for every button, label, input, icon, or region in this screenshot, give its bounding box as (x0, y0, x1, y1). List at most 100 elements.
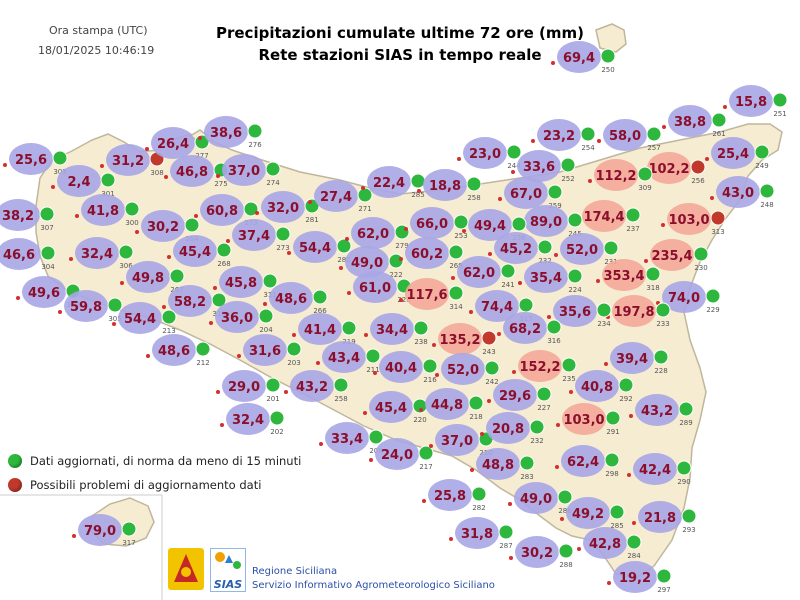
station-304[interactable]: 46,6 304 (0, 238, 56, 271)
station-305[interactable]: 59,8 305 (58, 290, 123, 323)
station-300[interactable]: 41,8 300 (75, 194, 140, 227)
station-285[interactable]: 22,4 285 (361, 166, 426, 199)
station-211[interactable]: 43,4 211 (316, 341, 381, 374)
station-219[interactable]: 41,4219 (292, 313, 357, 346)
station-317[interactable]: 79,0 317 (72, 514, 137, 547)
station-269[interactable]: 60,2 269 (399, 237, 464, 270)
station-259[interactable]: 67,0 259 (498, 177, 563, 210)
station-297[interactable]: 19,2 297 (607, 561, 672, 594)
station-287[interactable]: 31,8 287 (449, 517, 514, 550)
station-301[interactable]: 2,4 301 (51, 165, 116, 198)
station-281[interactable]: 32,0 281 (255, 191, 320, 224)
station-307[interactable]: 38,2 307 (0, 199, 55, 232)
status-ok-icon (567, 268, 583, 284)
status-ok-icon (52, 150, 68, 166)
station-261[interactable]: 38,8 261 (662, 105, 727, 138)
station-290[interactable]: 42,4 290 (627, 453, 692, 486)
station-id: 201 (266, 395, 279, 403)
station-268[interactable]: 45,4 268 (167, 235, 232, 268)
station-232[interactable]: 20,8 232 (480, 412, 545, 445)
station-217[interactable]: 24,0 217 (369, 438, 434, 471)
station-253[interactable]: 66,0 253 (404, 207, 469, 240)
station-204[interactable]: 36,0 204 (209, 301, 274, 334)
station-283[interactable]: 48,8 283 (470, 448, 535, 481)
station-276[interactable]: 38,6 276 (198, 116, 263, 149)
station-293[interactable]: 21,8 293 (632, 501, 697, 534)
station-203[interactable]: 31,6 203 (237, 334, 302, 367)
station-257[interactable]: 58,0 257 (597, 119, 662, 152)
station-id: 275 (214, 180, 227, 188)
station-286[interactable]: 49,0 286 (508, 482, 573, 515)
station-208[interactable]: 33,4208 (319, 422, 384, 455)
station-224[interactable]: 35,4 224 (518, 261, 583, 294)
station-271[interactable]: 27,4 271 (308, 180, 373, 213)
station-315[interactable]: 74,4315 (469, 290, 534, 323)
station-289[interactable]: 43,2 289 (629, 394, 694, 427)
station-location-dot (661, 223, 665, 227)
station-213[interactable]: 54,4 213 (112, 302, 177, 335)
station-241[interactable]: 62,0 241 (451, 256, 516, 289)
station-303[interactable]: 25,6 303 (3, 143, 68, 176)
sias-logo: SIAS (210, 548, 246, 592)
station-282[interactable]: 25,8 282 (422, 479, 487, 512)
station-218[interactable]: 44,8 218 (419, 388, 484, 421)
station-273[interactable]: 37,4 273 (226, 219, 291, 252)
station-277[interactable]: 26,4 277 (145, 127, 210, 160)
station-244[interactable]: 23,0 244 (457, 137, 522, 170)
station-258[interactable]: 43,2 258 (284, 370, 349, 403)
station-282[interactable]: 54,4 282 (287, 231, 352, 264)
station-279[interactable]: 62,0 279 (345, 217, 410, 250)
station-bubble (524, 261, 568, 293)
station-bubble (438, 323, 482, 355)
station-232[interactable]: 45,2 232 (488, 232, 553, 265)
station-316[interactable]: 68,2 316 (497, 312, 562, 345)
station-bubble (711, 137, 755, 169)
station-229[interactable]: 74,0 229 (656, 281, 721, 314)
station-285[interactable]: 49,2 285 (560, 497, 625, 530)
station-298[interactable]: 62,4 298 (555, 445, 620, 478)
station-274[interactable]: 37,0 274 (216, 154, 281, 187)
station-222[interactable]: 49,0 222 (339, 246, 404, 279)
station-238[interactable]: 34,4 238 (364, 313, 429, 346)
station-location-dot (51, 185, 55, 189)
station-location-dot (72, 534, 76, 538)
station-292[interactable]: 40,8 292 (569, 370, 634, 403)
station-284[interactable]: 42,8 284 (577, 527, 642, 560)
station-267[interactable]: 49,8267 (120, 261, 185, 294)
station-202[interactable]: 32,4 202 (220, 403, 285, 436)
station-242[interactable]: 52,0 242 (435, 353, 500, 386)
station-value: 30,2 (147, 220, 179, 235)
station-216[interactable]: 40,4 216 (373, 351, 438, 384)
station-258[interactable]: 18,8 258 (417, 169, 482, 202)
station-251[interactable]: 15,8 251 (723, 85, 788, 118)
station-id: 256 (691, 177, 705, 185)
station-310[interactable]: 58,2310 (162, 285, 227, 318)
station-201[interactable]: 29,0 201 (216, 370, 281, 403)
station-254[interactable]: 23,2 254 (531, 119, 596, 152)
station-220[interactable]: 45,4 220 (363, 391, 428, 424)
station-306[interactable]: 32,4 306 (69, 237, 134, 270)
station-250[interactable]: 69,4 250 (551, 41, 616, 74)
station-228[interactable]: 39,4 228 (604, 342, 669, 375)
station-266[interactable]: 48,6 266 (263, 282, 328, 315)
station-249[interactable]: 25,4 249 (705, 137, 770, 170)
station-248[interactable]: 43,0 248 (710, 176, 775, 209)
station-212[interactable]: 48,6 212 (146, 334, 211, 367)
station-227[interactable]: 29,6 227 (487, 379, 552, 412)
station-288[interactable]: 30,2 288 (509, 536, 574, 569)
station-231[interactable]: 52,0 231 (554, 233, 619, 266)
station-id: 203 (287, 359, 300, 367)
station-234[interactable]: 35,6 234 (547, 295, 612, 328)
station-252[interactable]: 33,6 252 (511, 150, 576, 183)
